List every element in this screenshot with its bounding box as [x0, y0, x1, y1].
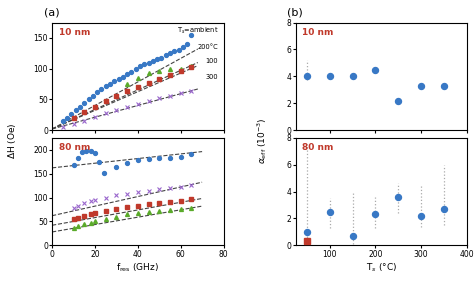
X-axis label: T$_s$ (°C): T$_s$ (°C): [365, 261, 397, 274]
Text: (a): (a): [44, 7, 59, 17]
Text: 10 nm: 10 nm: [302, 28, 334, 37]
X-axis label: f$_{\mathrm{res}}$ (GHz): f$_{\mathrm{res}}$ (GHz): [117, 261, 159, 274]
Text: $\Delta$H (Oe): $\Delta$H (Oe): [6, 123, 18, 159]
Text: 80 nm: 80 nm: [59, 143, 91, 152]
Text: 80 nm: 80 nm: [302, 143, 334, 152]
Text: 200°C: 200°C: [198, 44, 219, 50]
Text: T$_s$=ambient: T$_s$=ambient: [177, 26, 219, 36]
Text: 100: 100: [206, 58, 219, 64]
Text: $\alpha_{\mathrm{eff}}$ (10$^{-3}$): $\alpha_{\mathrm{eff}}$ (10$^{-3}$): [255, 118, 269, 164]
Text: (b): (b): [287, 7, 303, 17]
Text: 10 nm: 10 nm: [59, 28, 91, 37]
Text: 300: 300: [206, 74, 219, 80]
